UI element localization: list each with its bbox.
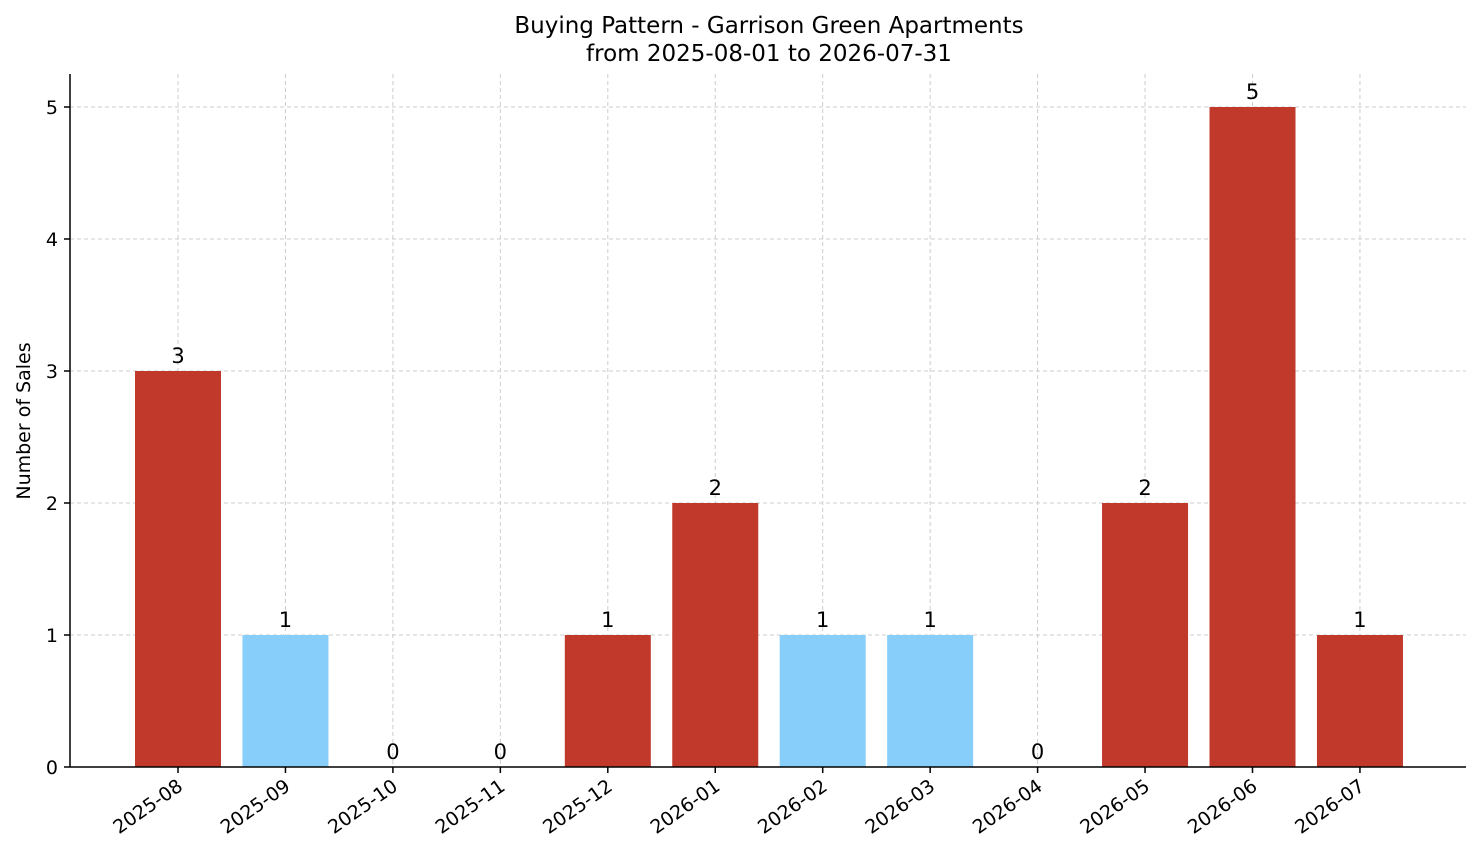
- data-label: 5: [1246, 80, 1259, 104]
- data-label: 1: [816, 608, 829, 632]
- x-tick-label: 2025-09: [217, 775, 295, 839]
- data-label: 0: [386, 740, 399, 764]
- y-tick-label: 5: [46, 97, 58, 119]
- bars: [135, 107, 1403, 767]
- bar-2026-03: [887, 635, 974, 767]
- y-tick-label: 4: [46, 229, 58, 251]
- data-label: 0: [494, 740, 507, 764]
- data-label: 2: [709, 476, 722, 500]
- x-tick-label: 2026-02: [754, 775, 832, 839]
- bar-2026-02: [779, 635, 866, 767]
- bar-2026-01: [672, 503, 759, 767]
- x-tick-label: 2026-01: [646, 775, 724, 839]
- data-label: 1: [601, 608, 614, 632]
- x-ticks: 2025-08 2025-09 2025-10 2025-11 2025-12 2026-…: [109, 767, 1369, 839]
- data-label: 1: [279, 608, 292, 632]
- y-tick-label: 1: [46, 625, 58, 647]
- data-labels: 3 1 0 0 1 2 1 1 0 2 5 1: [171, 80, 1366, 764]
- y-tick-label: 3: [46, 361, 58, 383]
- x-tick-label: 2025-12: [539, 775, 617, 839]
- data-label: 2: [1138, 476, 1151, 500]
- data-label: 1: [923, 608, 936, 632]
- x-tick-label: 2025-08: [109, 775, 187, 839]
- axes: [69, 74, 1466, 768]
- data-label: 0: [1031, 740, 1044, 764]
- bar-2025-09: [242, 635, 329, 767]
- x-tick-label: 2026-06: [1184, 775, 1262, 839]
- bar-2026-05: [1102, 503, 1189, 767]
- data-label: 3: [171, 344, 184, 368]
- bar-2025-08: [135, 371, 221, 767]
- bar-2026-06: [1209, 107, 1296, 767]
- chart-title: Buying Pattern - Garrison Green Apartmen…: [514, 13, 1023, 39]
- x-tick-label: 2026-07: [1291, 775, 1369, 839]
- x-tick-label: 2026-03: [861, 775, 939, 839]
- y-ticks: 0 1 2 3 4 5: [46, 97, 70, 779]
- x-tick-label: 2026-05: [1076, 775, 1154, 839]
- x-tick-label: 2026-04: [969, 775, 1047, 839]
- x-tick-label: 2025-10: [324, 775, 402, 839]
- y-tick-label: 2: [46, 493, 58, 515]
- bar-2025-12: [564, 635, 651, 767]
- y-tick-label: 0: [46, 757, 58, 779]
- bar-2026-07: [1316, 635, 1403, 767]
- y-axis-label: Number of Sales: [13, 342, 35, 499]
- x-tick-label: 2025-11: [432, 775, 510, 839]
- data-label: 1: [1353, 608, 1366, 632]
- chart-subtitle: from 2025-08-01 to 2026-07-31: [586, 41, 952, 67]
